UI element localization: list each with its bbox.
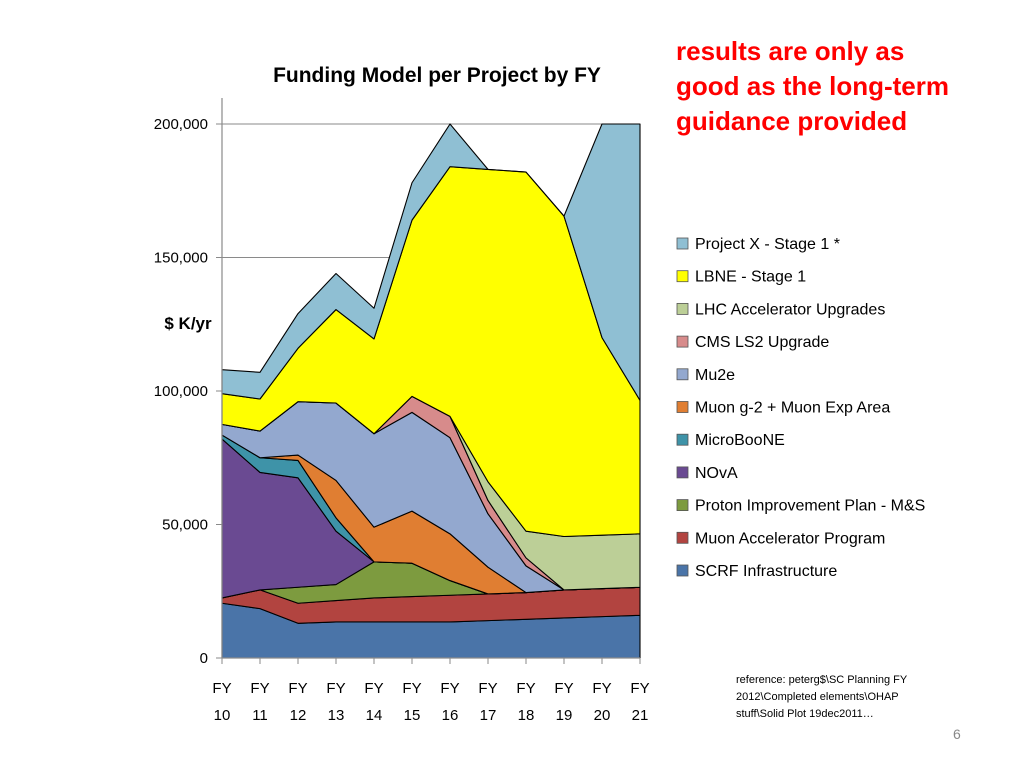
x-tick-label: FY (326, 680, 345, 697)
legend-entry: MicroBooNE (676, 432, 785, 449)
x-tick-label: FY (288, 680, 307, 697)
legend-label: SCRF Infrastructure (695, 563, 837, 580)
x-tick-label: FY (478, 680, 497, 697)
legend-label: Muon g-2 + Muon Exp Area (695, 400, 890, 417)
legend-label: Project X - Stage 1 * (695, 236, 840, 253)
legend-entry: LBNE - Stage 1 (676, 269, 806, 286)
x-tick-label: FY (212, 680, 231, 697)
legend-swatch (676, 466, 689, 479)
area-project-x-stage-1- (221, 123, 641, 401)
reference-line: stuff\Solid Plot 19dec2011… (736, 708, 874, 720)
x-tick-label: 18 (518, 707, 535, 724)
legend-swatch (676, 335, 689, 348)
legend: Project X - Stage 1 * LBNE - Stage 1 LHC A… (676, 236, 925, 580)
legend-entry: Project X - Stage 1 * (676, 236, 840, 253)
y-axis-label: $ K/yr (164, 314, 212, 333)
legend-entry: Muon Accelerator Program (676, 530, 885, 547)
legend-entry: Mu2e (676, 367, 735, 384)
x-tick-label: FY (592, 680, 611, 697)
x-tick-label: FY (250, 680, 269, 697)
legend-swatch (676, 270, 689, 283)
y-tick-label: 100,000 (154, 383, 208, 400)
y-tick-label: 200,000 (154, 116, 208, 133)
callout-line: guidance provided (676, 106, 908, 136)
legend-label: Proton Improvement Plan - M&S (695, 498, 925, 515)
x-tick-label: 12 (290, 707, 307, 724)
reference-note: reference: peterg$\SC Planning FY 2012\C… (736, 672, 976, 723)
y-tick-label: 150,000 (154, 250, 208, 267)
reference-line: 2012\Completed elements\OHAP (736, 691, 899, 703)
legend-label: LBNE - Stage 1 (695, 269, 806, 286)
x-tick-label: 11 (252, 707, 268, 724)
x-tick-label: 13 (328, 707, 345, 724)
reference-line: reference: peterg$\SC Planning FY (736, 674, 908, 686)
legend-entry: Muon g-2 + Muon Exp Area (676, 400, 890, 417)
x-tick-label: FY (402, 680, 421, 697)
x-tick-label: 15 (404, 707, 421, 724)
legend-swatch (676, 499, 689, 512)
x-tick-label: 16 (442, 707, 459, 724)
legend-swatch (676, 368, 689, 381)
x-tick-label: 21 (632, 707, 649, 724)
y-tick-label: 0 (200, 650, 208, 667)
legend-swatch (676, 237, 689, 250)
legend-entry: Proton Improvement Plan - M&S (676, 498, 925, 515)
legend-swatch (676, 531, 689, 544)
x-tick-label: 19 (556, 707, 573, 724)
legend-swatch (676, 401, 689, 413)
x-tick-label: FY (554, 680, 573, 697)
legend-label: CMS LS2 Upgrade (695, 334, 829, 351)
y-tick-label: 50,000 (162, 517, 208, 534)
legend-entry: NOvA (676, 465, 738, 482)
x-tick-label: FY (630, 680, 649, 697)
page-number: 6 (953, 726, 961, 742)
legend-swatch (676, 433, 689, 446)
x-tick-label: FY (440, 680, 459, 697)
legend-label: MicroBooNE (695, 432, 785, 449)
callout-note: results are only as good as the long-ter… (676, 34, 1016, 139)
x-tick-label: 20 (594, 707, 611, 724)
x-tick-label: 10 (214, 707, 231, 724)
stacked-areas (221, 123, 641, 659)
legend-entry: CMS LS2 Upgrade (676, 334, 829, 351)
x-tick-label: FY (516, 680, 535, 697)
legend-swatch (676, 564, 689, 577)
legend-label: NOvA (695, 465, 738, 482)
x-tick-label: FY (364, 680, 383, 697)
chart-title: Funding Model per Project by FY (273, 64, 601, 87)
legend-label: LHC Accelerator Upgrades (695, 301, 885, 318)
x-tick-label: 14 (366, 707, 383, 724)
callout-line: results are only as (676, 36, 905, 66)
legend-entry: SCRF Infrastructure (676, 563, 837, 580)
legend-swatch (676, 302, 689, 315)
legend-label: Muon Accelerator Program (695, 530, 885, 547)
x-tick-label: 17 (480, 707, 497, 724)
legend-entry: LHC Accelerator Upgrades (676, 301, 885, 318)
callout-line: good as the long-term (676, 71, 949, 101)
legend-label: Mu2e (695, 367, 735, 384)
axes: FY 10 FY 11 FY 12 FY 13 FY 14 FY 15 FY 16 FY 17 FY 18 FY 19… (212, 98, 650, 724)
